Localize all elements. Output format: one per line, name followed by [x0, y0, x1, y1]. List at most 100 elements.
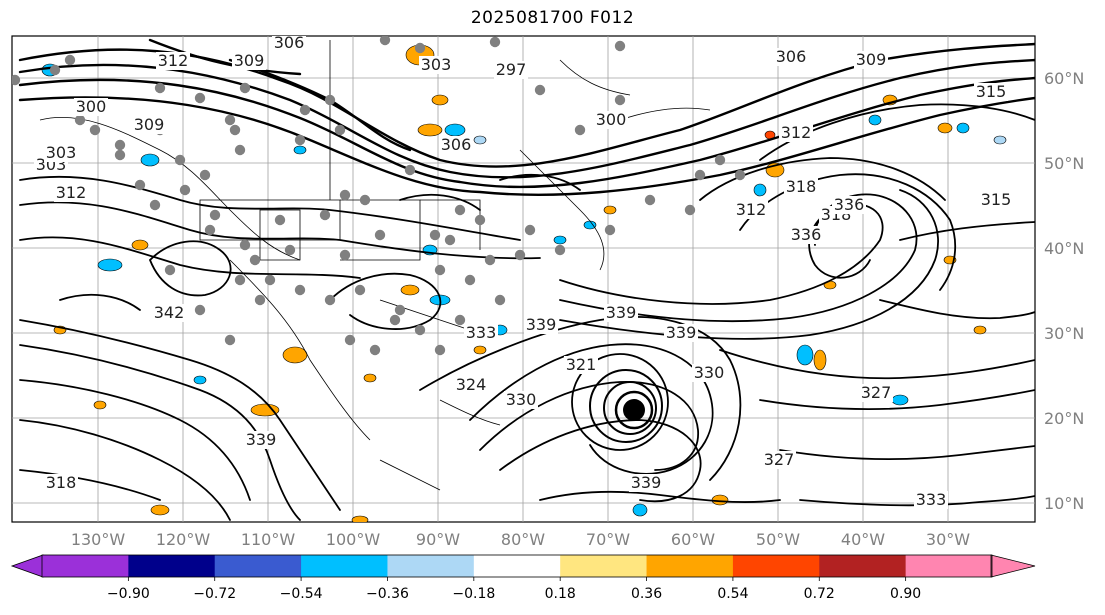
contour-label-bg [974, 83, 1008, 101]
contour-line [739, 173, 957, 291]
shaded-patch [140, 153, 160, 167]
colorbar-border [41, 554, 993, 578]
colorbar-tick-label: −0.72 [193, 586, 236, 602]
station-dot [339, 189, 351, 201]
shaded-patch [973, 325, 987, 335]
contour-label-bg [132, 116, 166, 134]
station-dots [12, 36, 746, 356]
lat-tick-label: 10°N [1044, 494, 1084, 513]
contour-label-bg [44, 474, 78, 492]
station-dot [339, 249, 351, 261]
shaded-patch [150, 504, 170, 516]
shaded-patch [400, 284, 420, 296]
contour-label-bg [664, 324, 698, 342]
border-line [439, 399, 501, 426]
shaded-patch [956, 122, 970, 134]
shaded-patch [796, 344, 814, 366]
map-frame [11, 35, 1036, 523]
contour-label-bg [419, 56, 453, 74]
station-dot [334, 124, 346, 136]
shaded-patch [97, 258, 123, 272]
contour-label-bg [152, 304, 186, 322]
colorbar-bin [819, 555, 907, 577]
colorbar-tick-label: 0.18 [545, 586, 576, 602]
station-dot [374, 229, 386, 241]
station-dot [734, 169, 746, 181]
contour-label-bg [494, 61, 528, 79]
contour-label-bg [979, 191, 1013, 209]
contour-line [148, 38, 302, 76]
contour-line [469, 343, 714, 475]
colorbar-bin [905, 555, 993, 577]
lon-tick-label: 30°W [926, 530, 970, 549]
contour-label: 300 [76, 97, 107, 116]
contour-label: 342 [154, 303, 185, 322]
contour-label: 324 [456, 375, 487, 394]
contour-line [19, 344, 301, 521]
lon-tick-label: 50°W [756, 530, 800, 549]
shaded-patch [363, 373, 377, 383]
colorbar-tick-label: −0.36 [366, 586, 409, 602]
station-dot [49, 64, 61, 76]
station-dot [89, 124, 101, 136]
contour-label: 339 [526, 315, 557, 334]
station-dot [284, 244, 296, 256]
contour-line [18, 96, 1035, 197]
station-dot [324, 94, 336, 106]
colorbar-extend-high [990, 554, 1036, 578]
contour-line [779, 445, 1035, 461]
contour-label-bg [914, 491, 948, 509]
contour-label-bg [524, 316, 558, 334]
contour-label-bg [232, 52, 266, 70]
contour-label: 318 [786, 177, 817, 196]
contour-line [59, 293, 141, 311]
lon-tick-label: 90°W [416, 530, 460, 549]
station-dot [299, 104, 311, 116]
contour-label: 312 [158, 51, 189, 70]
contour-label-bg [44, 144, 78, 162]
station-dot [199, 169, 211, 181]
station-dot [204, 224, 216, 236]
station-dot [239, 82, 251, 94]
station-dot [434, 344, 446, 356]
station-dot [344, 334, 356, 346]
station-dot [494, 294, 506, 306]
station-dot [194, 92, 206, 104]
colorbar-tick-label: −0.90 [107, 586, 150, 602]
contour-label-bg [156, 52, 190, 70]
contour-line [499, 173, 581, 191]
border-line [340, 199, 421, 261]
shaded-patch [473, 345, 487, 355]
shaded-patch [93, 400, 107, 410]
contour-label-bg [734, 201, 768, 219]
station-dot [379, 36, 391, 46]
contour-label: 306 [776, 47, 807, 66]
contour-label-bg [779, 124, 813, 142]
station-dot [234, 144, 246, 156]
map-title: 2025081700 F012 [470, 8, 635, 28]
contour-line [19, 379, 251, 501]
contour-label: 312 [736, 200, 767, 219]
station-dot [319, 209, 331, 221]
contour-label-bg [564, 356, 598, 374]
coastlines [39, 40, 711, 491]
station-dot [614, 40, 626, 52]
contour-label-bg [774, 48, 808, 66]
border-line [619, 107, 711, 121]
contour-line [19, 175, 521, 241]
contour-label: 309 [234, 51, 265, 70]
colorbar-tick-label: −0.54 [280, 586, 323, 602]
lon-tick-label: 110°W [241, 530, 296, 549]
contour-label: 330 [694, 363, 725, 382]
contour-label: 333 [916, 490, 947, 509]
lon-tick-label: 70°W [586, 530, 630, 549]
border-line [229, 259, 371, 441]
contour-line [19, 319, 341, 511]
station-dot [12, 74, 21, 86]
station-dot [614, 94, 626, 106]
border-line [259, 209, 301, 261]
station-dot [74, 114, 86, 126]
station-dot [694, 169, 706, 181]
station-dot [389, 314, 401, 326]
